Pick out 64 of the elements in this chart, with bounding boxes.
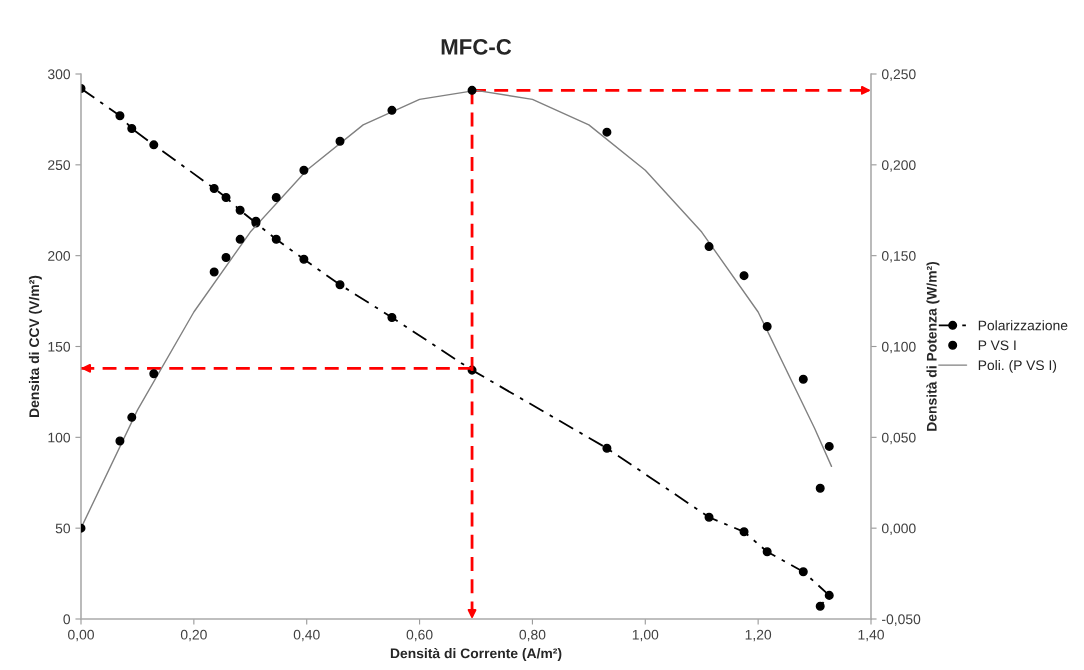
- point: [209, 267, 219, 277]
- y2-tick-label: 0,050: [881, 432, 916, 445]
- point: [815, 483, 825, 493]
- y2-tick-label: -0,050: [882, 614, 921, 626]
- x-tick-label: 1,40: [858, 629, 884, 642]
- point: [762, 322, 772, 332]
- point: [704, 242, 714, 252]
- point: [824, 441, 834, 451]
- point: [602, 127, 612, 137]
- x-tick-label: 1,00: [632, 629, 659, 642]
- x-tick-label: 0,20: [180, 629, 207, 642]
- point: [602, 443, 612, 453]
- y-axis-title: Densita di CCV (V/m²): [28, 275, 42, 417]
- y-tick-label: 100: [48, 432, 71, 443]
- point: [467, 85, 477, 95]
- y-tick-label: 200: [48, 251, 71, 261]
- chart-title: MFC-C: [441, 39, 512, 55]
- point: [209, 183, 219, 193]
- point: [739, 271, 749, 281]
- x-axis-title: Densità di Corrente (A/m²): [390, 647, 562, 661]
- point: [127, 123, 137, 134]
- y2-tick-label: 0,250: [881, 69, 916, 81]
- x-tick-label: 0,80: [519, 629, 546, 642]
- x-tick-label: 1,20: [745, 629, 772, 642]
- point: [221, 193, 231, 203]
- y-tick-label: 300: [47, 69, 71, 80]
- y2-tick-label: 0,100: [881, 341, 916, 354]
- x-tick-label: 0,60: [406, 629, 433, 642]
- x-tick-label: 0,40: [293, 629, 320, 642]
- point: [335, 136, 345, 146]
- legend-label: P VS I: [978, 340, 1016, 351]
- point: [824, 590, 834, 600]
- point: [299, 165, 309, 175]
- point: [739, 527, 749, 537]
- point: [704, 512, 714, 522]
- point: [149, 140, 159, 150]
- point: [221, 252, 231, 262]
- point: [387, 105, 397, 115]
- y-tick-label: 50: [55, 523, 71, 534]
- y-tick-label: 150: [48, 341, 71, 352]
- point: [798, 374, 808, 384]
- y2-tick-label: 0,150: [881, 251, 916, 263]
- point: [235, 234, 245, 244]
- point: [271, 234, 281, 244]
- point: [115, 436, 125, 446]
- y2-tick-label: 0,200: [881, 160, 916, 172]
- point: [762, 547, 772, 557]
- point: [798, 567, 808, 577]
- x-tick-label: 0,00: [68, 629, 94, 642]
- point: [299, 254, 309, 264]
- legend-label: Polarizzazione: [978, 320, 1068, 331]
- point: [271, 193, 281, 203]
- legend-label: Poli. (P VS I): [978, 359, 1057, 373]
- y2-axis-title: Densità di Potenza (W/m²): [926, 261, 940, 431]
- point: [815, 601, 825, 611]
- point: [127, 412, 137, 422]
- point: [235, 205, 245, 215]
- y-tick-label: 0: [63, 614, 71, 625]
- point: [387, 312, 397, 322]
- point: [115, 111, 125, 121]
- y2-tick-label: 0,000: [881, 523, 916, 535]
- y-tick-label: 250: [48, 160, 71, 170]
- point: [335, 280, 345, 290]
- point: [149, 369, 159, 379]
